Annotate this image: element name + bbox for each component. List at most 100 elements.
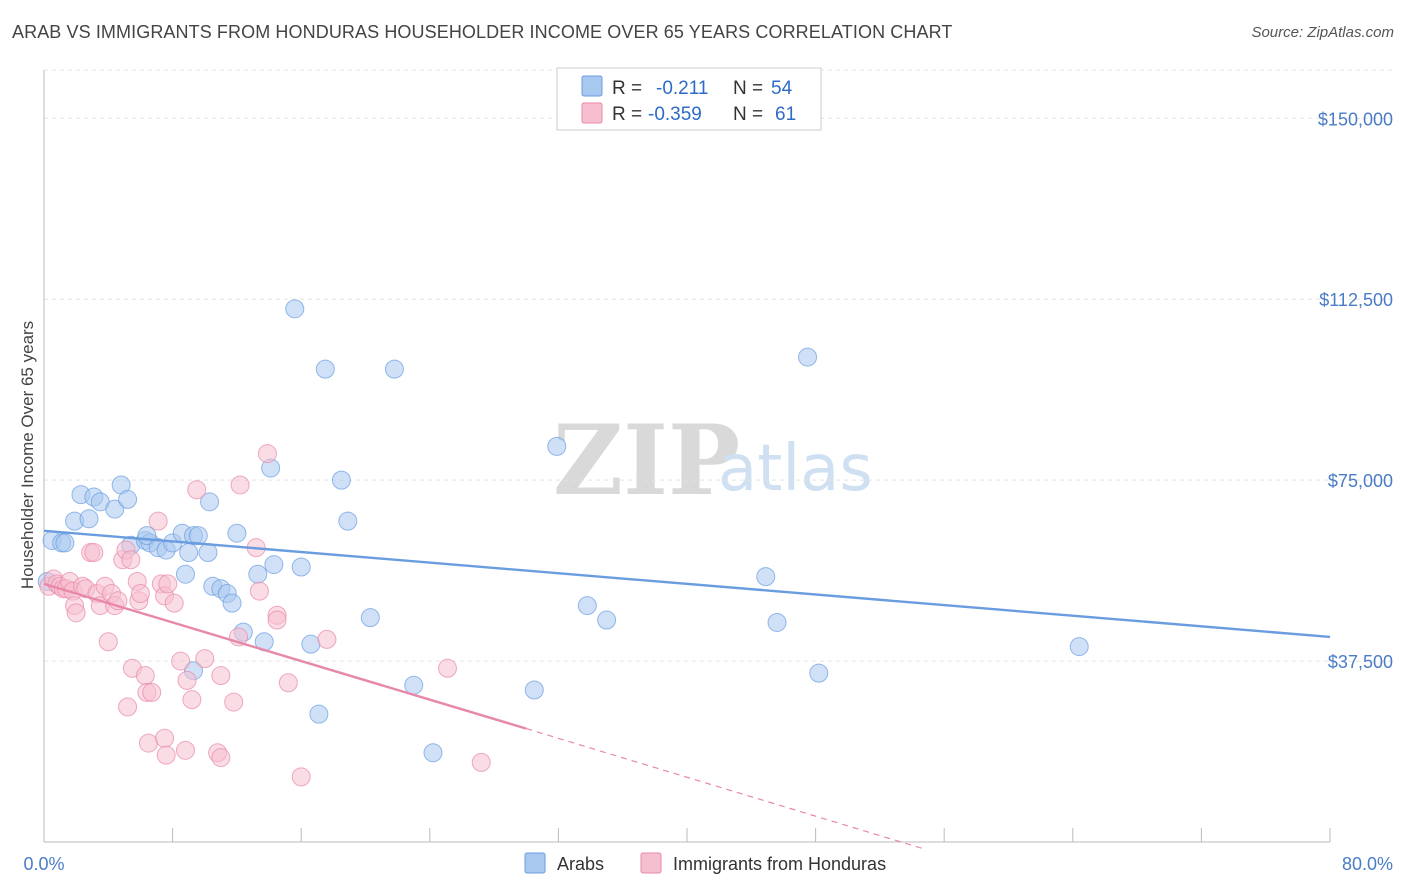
honduras-point	[230, 475, 250, 495]
legend-r-value: -0.359	[648, 104, 702, 125]
y-tick-label: $37,500	[1328, 652, 1393, 672]
arab-point	[577, 596, 597, 616]
arab-point	[285, 299, 305, 319]
honduras-point	[148, 511, 168, 531]
x-tick-label-max: 80.0%	[1342, 854, 1393, 874]
arab-point	[384, 359, 404, 379]
x-axis-tick-labels: 0.0% 80.0%	[23, 854, 1393, 874]
x-axis-ticks	[43, 828, 1331, 842]
bottom-legend: Arabs Immigrants from Honduras	[524, 852, 886, 874]
y-tick-label: $112,500	[1319, 290, 1393, 310]
arab-point	[798, 347, 818, 367]
honduras-point	[257, 444, 277, 464]
bottom-legend-label-arabs: Arabs	[557, 854, 604, 874]
honduras-point	[135, 666, 155, 686]
arab-point	[338, 511, 358, 531]
honduras-point	[317, 629, 337, 649]
honduras-point	[211, 748, 231, 768]
bottom-legend-label-honduras: Immigrants from Honduras	[673, 854, 886, 874]
arab-point	[331, 470, 351, 490]
legend-n-label: N =	[733, 78, 763, 99]
honduras-point	[171, 651, 191, 671]
arab-point	[105, 499, 125, 519]
arab-point	[79, 509, 99, 529]
data-points	[37, 299, 1089, 787]
honduras-point	[195, 649, 215, 669]
honduras-point	[182, 690, 202, 710]
honduras-point	[278, 673, 298, 693]
honduras-trend-extension	[526, 728, 926, 850]
honduras-point	[471, 752, 491, 772]
arab-point	[524, 680, 544, 700]
arab-point	[118, 489, 138, 509]
arab-point	[597, 610, 617, 630]
y-tick-label: $75,000	[1328, 471, 1393, 491]
legend-r-label: R =	[612, 78, 642, 99]
arab-point	[404, 675, 424, 695]
legend-n-value: 61	[775, 104, 796, 125]
arab-point	[547, 436, 567, 456]
honduras-point	[249, 581, 269, 601]
watermark-zip: ZIP	[553, 404, 740, 517]
honduras-point	[177, 670, 197, 690]
arab-point	[767, 612, 787, 632]
trend-lines	[43, 529, 1331, 850]
bottom-legend-swatch-honduras	[640, 852, 662, 874]
honduras-point	[267, 610, 287, 630]
arab-trend-line	[43, 529, 1331, 639]
legend-r-value: -0.211	[656, 78, 708, 99]
honduras-point	[142, 682, 162, 702]
legend-n-label: N =	[733, 104, 763, 125]
arab-point	[198, 543, 218, 562]
arab-point	[222, 593, 242, 613]
honduras-point	[158, 574, 178, 594]
arab-point	[55, 533, 75, 553]
honduras-point	[130, 584, 150, 604]
honduras-point	[187, 480, 207, 500]
gridlines	[44, 69, 1395, 662]
honduras-point	[121, 550, 141, 570]
y-axis-tick-labels: $37,500 $75,000 $112,500 $150,000	[1318, 109, 1393, 672]
arab-point	[360, 608, 380, 628]
honduras-point	[211, 666, 231, 686]
legend-swatch-honduras	[581, 102, 603, 124]
honduras-point	[66, 603, 86, 623]
honduras-point	[175, 740, 195, 760]
arab-point	[301, 634, 321, 654]
honduras-point	[156, 745, 176, 765]
x-tick-label-min: 0.0%	[23, 854, 64, 874]
bottom-legend-swatch-arabs	[524, 852, 546, 874]
honduras-point	[224, 692, 244, 712]
arab-point	[200, 492, 220, 512]
arab-point	[264, 555, 284, 575]
arab-point	[179, 543, 199, 562]
arab-point	[248, 564, 268, 584]
arab-point	[1069, 637, 1089, 657]
y-axis-label: Householder Income Over 65 years	[18, 321, 37, 589]
honduras-point	[291, 767, 311, 787]
arab-point	[291, 557, 311, 577]
honduras-trend-line	[43, 582, 527, 730]
honduras-point	[138, 733, 158, 753]
arab-point	[227, 523, 247, 543]
y-tick-label: $150,000	[1318, 109, 1393, 129]
legend-swatch-arabs	[581, 75, 603, 97]
arab-point	[809, 663, 829, 683]
legend-r-label: R =	[612, 104, 642, 125]
honduras-point	[84, 543, 104, 562]
watermark-atlas: atlas	[718, 432, 873, 506]
legend-n-value: 54	[771, 78, 793, 99]
source-credit: Source: ZipAtlas.com	[1251, 24, 1394, 41]
honduras-point	[155, 728, 175, 748]
arab-point	[423, 743, 443, 763]
honduras-point	[118, 697, 138, 717]
chart-title: ARAB VS IMMIGRANTS FROM HONDURAS HOUSEHO…	[12, 22, 953, 42]
honduras-point	[437, 658, 457, 678]
legend: R = -0.211 N = 54 R = -0.359 N = 61	[556, 67, 822, 131]
arab-point	[175, 564, 195, 584]
arab-point	[315, 359, 335, 379]
honduras-point	[164, 593, 184, 613]
arab-point	[309, 704, 329, 724]
honduras-point	[98, 632, 118, 652]
